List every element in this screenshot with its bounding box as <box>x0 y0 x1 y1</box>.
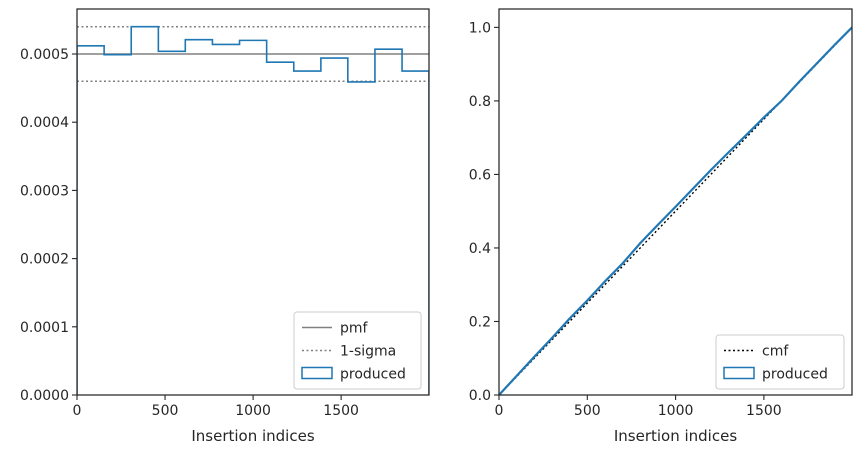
right-x-tick-label: 0 <box>495 403 504 419</box>
left-legend-pmf-label: pmf <box>340 321 369 337</box>
left-x-axis-title: Insertion indices <box>191 427 314 445</box>
left-legend-produced-label: produced <box>340 367 406 383</box>
left-plot-area <box>77 25 429 395</box>
right-legend-produced-swatch <box>723 366 755 380</box>
left-legend-box <box>293 311 422 390</box>
right-y-tick-label: 0.0 <box>469 388 491 404</box>
right-legend: cmf produced <box>715 334 845 390</box>
left-x-tick-label: 1000 <box>235 403 271 419</box>
left-y-tick-label: 0.0002 <box>20 252 69 268</box>
left-y-tick-label: 0.0004 <box>20 115 69 131</box>
right-y-tick-label: 0.8 <box>469 94 491 110</box>
left-y-tick-label: 0.0001 <box>20 320 69 336</box>
left-y-tick-label: 0.0003 <box>20 183 69 199</box>
left-y-tick-label: 0.0005 <box>20 47 69 63</box>
left-legend-produced-swatch <box>301 366 333 380</box>
right-plot-area <box>499 26 852 395</box>
right-produced-line <box>499 26 852 395</box>
right-legend-produced-label: produced <box>762 367 828 383</box>
right-panel: 0 500 1000 1500 0.0 0.2 0.4 0.6 0.8 1.0 Insertion … <box>469 8 853 445</box>
right-y-tick-label: 0.6 <box>469 167 491 183</box>
right-legend-box <box>715 334 845 390</box>
left-produced-histogram <box>77 25 429 395</box>
right-x-tick-label: 1000 <box>658 403 694 419</box>
right-x-tick-label: 500 <box>574 403 601 419</box>
left-legend-1-sigma-label: 1-sigma <box>340 344 396 360</box>
right-legend-cmf-label: cmf <box>762 344 789 360</box>
right-y-tick-label: 0.4 <box>469 241 491 257</box>
left-x-tick-label: 0 <box>73 403 82 419</box>
left-y-tick-label: 0.0000 <box>20 388 69 404</box>
left-x-tick-label: 500 <box>152 403 179 419</box>
right-y-tick-label: 1.0 <box>469 20 491 36</box>
left-x-tick-label: 1500 <box>323 403 359 419</box>
right-y-tick-label: 0.2 <box>469 314 491 330</box>
right-x-axis-title: Insertion indices <box>614 427 737 445</box>
right-x-tick-label: 1500 <box>746 403 782 419</box>
left-legend: pmf 1-sigma produced <box>293 311 422 390</box>
left-panel: 0 500 1000 1500 0.0000 0.0001 0.0002 0.0003 0.00… <box>20 8 430 445</box>
